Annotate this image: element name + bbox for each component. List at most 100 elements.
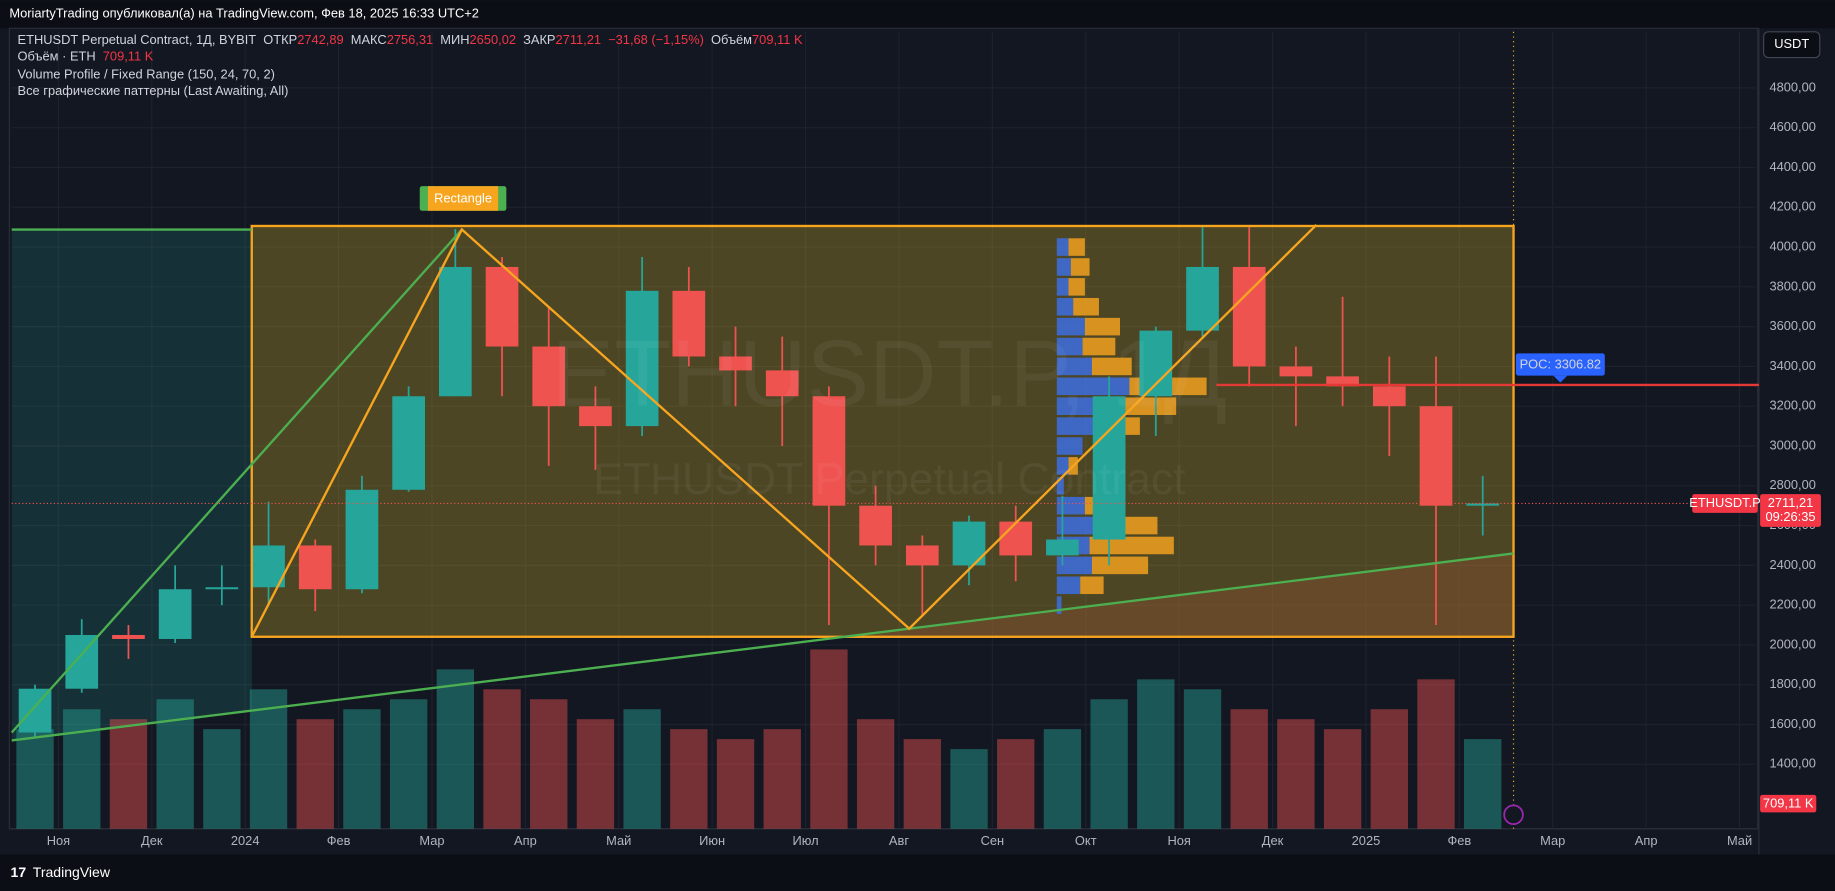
volume-bar — [1417, 679, 1455, 829]
rectangle-border — [250, 224, 1515, 638]
zigzag-line — [250, 223, 1318, 638]
profile-up — [1056, 457, 1069, 475]
y-tick-label: 4800,00 — [1769, 79, 1815, 94]
profile-down — [1070, 258, 1090, 276]
volume-bar — [997, 739, 1035, 829]
legend-high-label: МАКС — [351, 33, 387, 48]
volume-bar — [903, 739, 942, 829]
currency-label: USDT — [1774, 36, 1809, 51]
candle-body — [112, 634, 145, 639]
indicator-volume-profile[interactable]: Volume Profile / Fixed Range (150, 24, 7… — [18, 67, 275, 82]
replay-button[interactable] — [1503, 804, 1524, 825]
volume-bar — [203, 729, 241, 829]
x-tick-label: Мар — [419, 833, 444, 848]
profile-up — [1056, 317, 1085, 336]
volume-tag — [1760, 794, 1817, 813]
candle-body — [812, 396, 846, 506]
y-tick-label: 3000,00 — [1769, 437, 1815, 452]
indicator-patterns[interactable]: Все графические паттерны (Last Awaiting,… — [18, 83, 289, 98]
profile-up — [1056, 258, 1071, 276]
x-tick-label: Авг — [889, 833, 909, 848]
legend-close: 2711,21 — [556, 33, 602, 48]
legend-open: 2742,89 — [297, 33, 343, 48]
candle-body — [1232, 266, 1266, 367]
indicator-name: Объём · ETH — [18, 49, 96, 64]
y-tick-label: 2000,00 — [1769, 636, 1815, 651]
volume-bar — [1043, 729, 1082, 829]
price-tag — [1760, 494, 1821, 527]
x-tick-label: Июл — [793, 833, 819, 848]
y-tick-label: 4200,00 — [1769, 199, 1815, 214]
y-tick-label: 1600,00 — [1769, 716, 1815, 731]
profile-down — [1091, 556, 1149, 575]
legend-close-label: ЗАКР — [523, 33, 555, 48]
profile-down — [1091, 357, 1132, 376]
x-tick-label: 2024 — [231, 833, 260, 848]
legend-line: ETHUSDT Perpetual Contract, 1Д, BYBIT ОТ… — [18, 33, 803, 48]
candle-body — [672, 290, 706, 357]
profile-down — [1084, 317, 1121, 336]
x-tick-label: Сен — [981, 833, 1005, 848]
profile-down — [1089, 536, 1174, 555]
y-tick-label: 2400,00 — [1769, 557, 1815, 572]
legend-low-label: МИН — [440, 33, 469, 48]
profile-up — [1056, 357, 1092, 376]
candle-body — [579, 406, 612, 427]
volume-bar — [16, 729, 54, 829]
x-tick-label: Апр — [514, 833, 537, 848]
volume-bar — [1323, 729, 1362, 829]
volume-bar — [810, 649, 848, 829]
volume-bar — [343, 709, 381, 829]
profile-down — [1080, 576, 1104, 595]
profile-up — [1056, 477, 1064, 495]
header-bar — [0, 0, 1835, 29]
y-tick-label: 1800,00 — [1769, 676, 1815, 691]
y-tick-label: 1400,00 — [1769, 756, 1815, 771]
indicator-volume[interactable]: Объём · ETH 709,11 K — [18, 49, 154, 64]
candle-body — [1046, 539, 1079, 556]
volume-bar — [1277, 719, 1315, 829]
y-tick-label: 3800,00 — [1769, 278, 1815, 293]
volume-bar — [623, 709, 661, 829]
volume-bar — [950, 749, 988, 829]
candle-body — [765, 370, 799, 397]
candle-body — [158, 589, 192, 639]
profile-up — [1056, 437, 1083, 455]
profile-up — [1056, 337, 1083, 356]
x-tick-label: Май — [1727, 833, 1752, 848]
volume-bar — [1137, 679, 1175, 829]
poc-badge — [1515, 353, 1605, 376]
volume-bar — [63, 709, 101, 829]
profile-up — [1056, 297, 1074, 316]
volume-bar — [670, 729, 708, 829]
green-zone — [11, 229, 252, 741]
profile-up — [1056, 596, 1062, 614]
profile-up — [1056, 377, 1130, 396]
candle-body — [392, 396, 425, 490]
volume-bar — [530, 699, 568, 829]
volume-tag-label: 709,11 K — [1763, 796, 1814, 811]
volume-bar — [389, 699, 428, 829]
x-tick-label: Май — [606, 833, 631, 848]
candle-body — [438, 266, 472, 397]
candle-body — [1466, 503, 1500, 506]
candle-body — [1186, 266, 1219, 331]
legend-low: 2650,02 — [470, 33, 516, 48]
candle-body — [1279, 366, 1313, 377]
x-tick-label: Апр — [1635, 833, 1658, 848]
legend-symbol: ETHUSDT Perpetual Contract, 1Д, BYBIT — [18, 33, 257, 48]
chart-pane: Ноя Дек 2024 Фев Мар Апр Май Июн Июл Авг Сен Окт Ноя… — [8, 27, 1821, 855]
candle-body — [18, 688, 52, 733]
indicator-value: 709,11 K — [103, 49, 154, 64]
legend-change: −31,68 (−1,15%) — [608, 33, 704, 48]
candle-body — [905, 545, 939, 566]
profile-up — [1056, 556, 1092, 575]
candle-body — [1326, 376, 1359, 387]
candle-body — [65, 634, 99, 689]
x-tick-label: Дек — [1262, 833, 1284, 848]
currency-button[interactable] — [1763, 31, 1821, 59]
pattern-label: Rectangle — [434, 190, 492, 205]
legend-volume-label: Объём — [711, 33, 752, 48]
countdown-label: 09:26:35 — [1765, 509, 1815, 524]
